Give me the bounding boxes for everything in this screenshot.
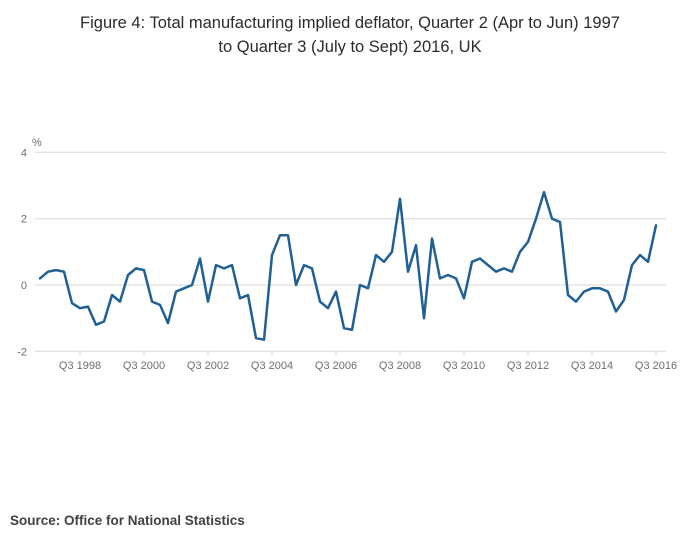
chart-title-line1: Figure 4: Total manufacturing implied de… [80, 14, 620, 32]
y-axis-tick-label: 2 [21, 214, 27, 226]
data-series-line [38, 190, 658, 341]
x-axis-tick-label: Q3 2010 [443, 360, 485, 372]
source-note: Source: Office for National Statistics [10, 513, 245, 528]
chart-title: Figure 4: Total manufacturing implied de… [0, 12, 700, 60]
y-axis-tick-label: 0 [21, 280, 27, 292]
y-axis-tick-label: 4 [21, 147, 27, 159]
x-axis-tick-label: Q3 2002 [187, 360, 229, 372]
x-axis-tick-label: Q3 2000 [123, 360, 165, 372]
y-axis-unit-label: % [32, 137, 42, 149]
y-axis-tick-label: -2 [17, 346, 27, 358]
x-axis-tick-label: Q3 1998 [59, 360, 101, 372]
x-axis-tick-label: Q3 2014 [571, 360, 613, 372]
x-axis-tick-label: Q3 2008 [379, 360, 421, 372]
x-axis-tick-label: Q3 2004 [251, 360, 293, 372]
x-axis-tick-label: Q3 2012 [507, 360, 549, 372]
x-axis-tick-label: Q3 2006 [315, 360, 357, 372]
chart-title-line2: to Quarter 3 (July to Sept) 2016, UK [218, 37, 482, 56]
x-axis-tick-label: Q3 2016 [635, 360, 677, 372]
